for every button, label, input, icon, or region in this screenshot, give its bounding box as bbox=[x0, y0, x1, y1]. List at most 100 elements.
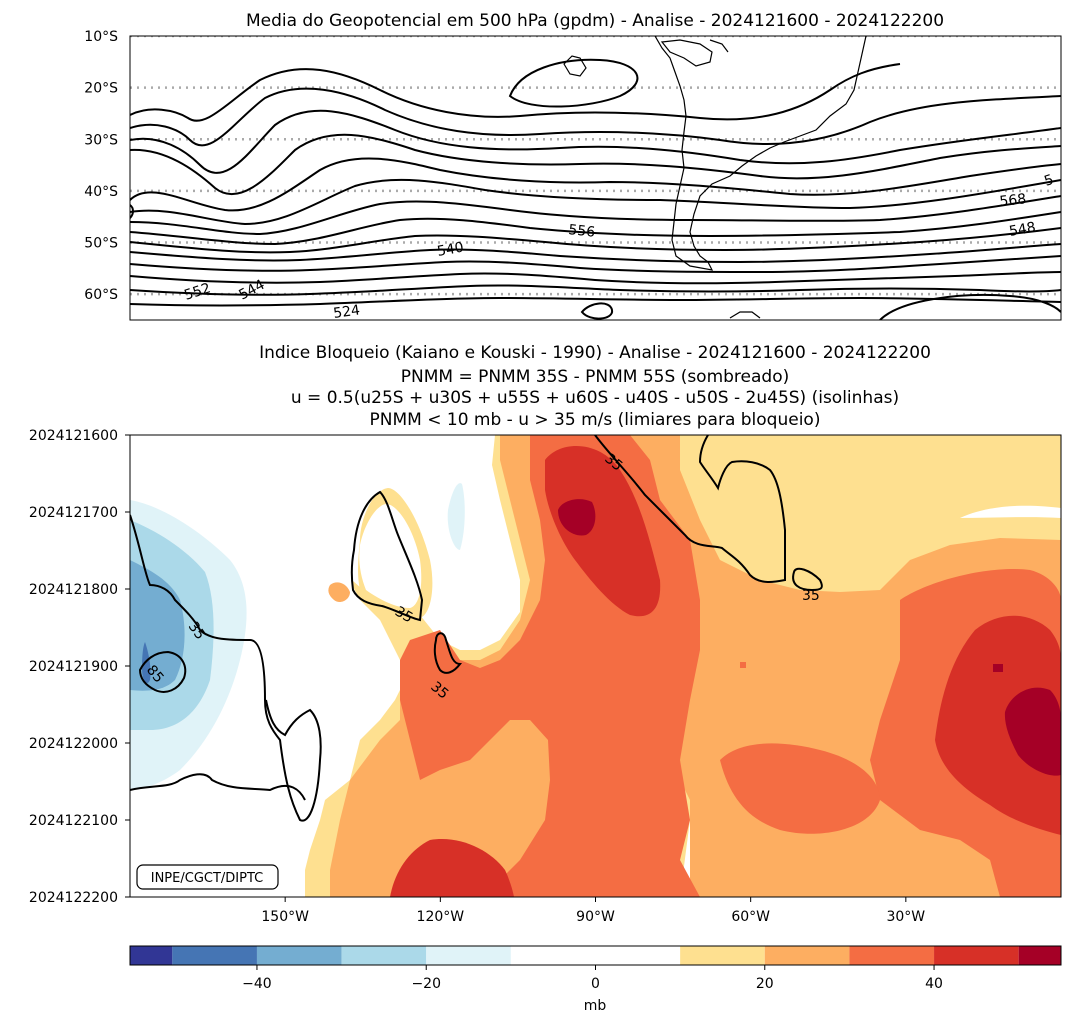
y-tick-label: 50°S bbox=[84, 236, 118, 252]
bottom-plot-area: 35 35 35 35 35 85 bbox=[130, 435, 1061, 897]
y-tick-label: 2024122000 bbox=[29, 736, 118, 752]
x-tick-label: 60°W bbox=[731, 909, 770, 925]
colorbar-tick-label: 0 bbox=[591, 976, 600, 992]
bottom-title-line: Indice Bloqueio (Kaiano e Kouski - 1990)… bbox=[259, 343, 931, 363]
isoline-path bbox=[350, 490, 424, 622]
top-plot-area: 524 540 544 552 556 568 548 5 bbox=[130, 36, 1061, 322]
fill-region-50-plus bbox=[993, 664, 1003, 672]
contour-label: 568 bbox=[999, 191, 1027, 210]
isoline-path bbox=[130, 773, 306, 801]
fill-region-50-plus bbox=[558, 499, 596, 536]
fill-region-40-50 bbox=[935, 615, 1061, 835]
contour-line bbox=[879, 294, 1061, 320]
credit-text: INPE/CGCT/DIPTC bbox=[151, 871, 263, 886]
colorbar-swatch bbox=[256, 946, 342, 965]
contour-line bbox=[130, 255, 1061, 274]
bottom-x-axis: 150°W 120°W 90°W 60°W 30°W bbox=[261, 897, 925, 925]
coastline-path bbox=[709, 39, 729, 53]
y-tick-label: 20°S bbox=[84, 81, 118, 97]
contour-line bbox=[580, 302, 613, 320]
x-tick-label: 30°W bbox=[886, 909, 925, 925]
colorbar-tick-label: −20 bbox=[411, 976, 441, 992]
top-chart-title: Media do Geopotencial em 500 hPa (gpdm) … bbox=[246, 11, 944, 31]
coastline-path bbox=[654, 36, 867, 271]
isoline-path bbox=[792, 567, 823, 592]
isoline-path bbox=[433, 632, 462, 674]
bottom-y-axis: 2024121600 2024121700 2024121800 2024121900… bbox=[29, 428, 130, 906]
fill-region-20-30 bbox=[328, 582, 350, 603]
y-tick-label: 10°S bbox=[84, 29, 118, 45]
colorbar-swatch bbox=[680, 946, 765, 965]
contour-line bbox=[130, 109, 1061, 174]
fill-region-white-patch bbox=[960, 505, 1061, 518]
credit-box-frame bbox=[136, 864, 279, 890]
y-tick-label: 2024121800 bbox=[29, 582, 118, 598]
colorbar-tick-label: 40 bbox=[925, 976, 943, 992]
isoline-path bbox=[130, 514, 322, 822]
top-y-axis: 10°S 20°S 30°S 40°S 50°S 60°S bbox=[84, 29, 118, 303]
y-tick-label: 2024122200 bbox=[29, 890, 118, 906]
y-tick-label: 2024121900 bbox=[29, 659, 118, 675]
colorbar-swatch bbox=[1018, 946, 1061, 965]
contour-label: 524 bbox=[332, 302, 361, 322]
contour-line bbox=[130, 195, 1061, 236]
colorbar bbox=[130, 946, 1061, 965]
contour-line bbox=[130, 204, 134, 219]
x-tick-label: 90°W bbox=[576, 909, 615, 925]
fill-region-30-40 bbox=[740, 662, 746, 668]
bottom-chart-title: Indice Bloqueio (Kaiano e Kouski - 1990)… bbox=[259, 343, 931, 430]
contour-line bbox=[130, 211, 1061, 246]
coastline-path bbox=[729, 311, 761, 319]
coastline-path bbox=[563, 55, 587, 77]
u-isolines bbox=[130, 435, 823, 822]
x-tick-label: 120°W bbox=[417, 909, 465, 925]
colorbar-swatch bbox=[130, 946, 173, 965]
colorbar-swatch bbox=[764, 946, 850, 965]
colorbar-swatch bbox=[341, 946, 427, 965]
y-tick-label: 2024121600 bbox=[29, 428, 118, 444]
contour-label: 540 bbox=[436, 240, 465, 260]
y-tick-label: 60°S bbox=[84, 287, 118, 303]
contour-label: 552 bbox=[182, 280, 212, 303]
colorbar-swatch bbox=[510, 946, 681, 965]
y-tick-label: 40°S bbox=[84, 184, 118, 200]
contour-line bbox=[130, 227, 1061, 254]
bottom-title-line: u = 0.5(u25S + u30S + u55S + u60S - u40S… bbox=[291, 388, 899, 408]
colorbar-tick-label: 20 bbox=[756, 976, 774, 992]
x-tick-label: 150°W bbox=[261, 909, 309, 925]
y-tick-label: 2024122100 bbox=[29, 813, 118, 829]
contour-line bbox=[130, 133, 1061, 196]
geopotential-contours bbox=[130, 58, 1061, 320]
fill-region-40-50 bbox=[545, 446, 661, 617]
fill-region-light-blue bbox=[447, 483, 465, 550]
contour-line bbox=[130, 284, 1061, 296]
y-tick-label: 2024121700 bbox=[29, 505, 118, 521]
colorbar-swatch bbox=[849, 946, 935, 965]
contour-line bbox=[130, 178, 1061, 226]
bottom-title-line: PNMM < 10 mb - u > 35 m/s (limiares para… bbox=[370, 410, 821, 430]
contour-label: 548 bbox=[1008, 220, 1037, 240]
coastline bbox=[563, 36, 867, 319]
contour-line bbox=[508, 58, 639, 108]
fill-region-white-patch bbox=[130, 435, 1061, 650]
top-plot-background bbox=[130, 36, 1061, 320]
colorbar-swatch bbox=[426, 946, 511, 965]
coastline-path bbox=[660, 39, 713, 67]
fill-region-white-patch bbox=[359, 504, 422, 608]
contour-line bbox=[130, 271, 1061, 285]
colorbar-swatch bbox=[934, 946, 1019, 965]
colorbar-ticks: −40 −20 0 20 40 bbox=[242, 965, 943, 992]
contour-line bbox=[130, 243, 1061, 264]
isoline-path bbox=[138, 650, 187, 693]
contour-label: 35 bbox=[802, 588, 820, 604]
contour-line bbox=[130, 63, 901, 122]
top-contour-labels: 524 540 544 552 556 568 548 5 bbox=[182, 172, 1055, 322]
colorbar-swatch bbox=[172, 946, 257, 965]
fill-region-50-plus bbox=[1004, 687, 1061, 776]
y-tick-label: 30°S bbox=[84, 132, 118, 148]
contour-line bbox=[130, 296, 1061, 307]
top-plot-frame bbox=[129, 35, 1062, 321]
isoline-path bbox=[594, 435, 786, 583]
colorbar-label: mb bbox=[584, 998, 607, 1014]
